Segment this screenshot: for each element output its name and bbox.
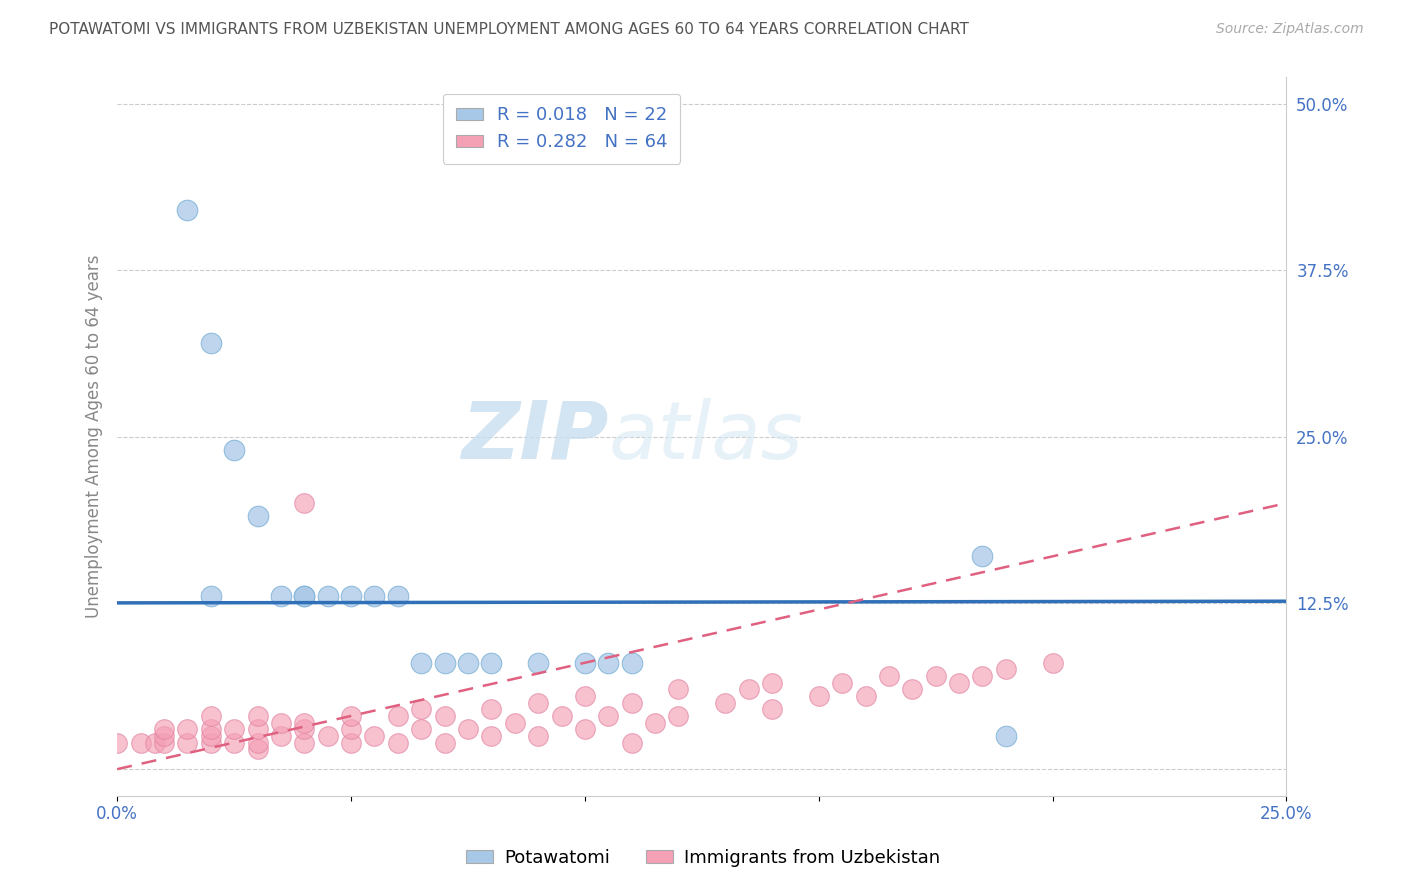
- Point: [363, 589, 385, 603]
- Point: [994, 729, 1017, 743]
- Point: [433, 735, 456, 749]
- Point: [411, 702, 433, 716]
- Point: [479, 656, 502, 670]
- Point: [153, 735, 176, 749]
- Point: [200, 589, 222, 603]
- Point: [153, 729, 176, 743]
- Point: [153, 723, 176, 737]
- Point: [292, 735, 315, 749]
- Legend: R = 0.018   N = 22, R = 0.282   N = 64: R = 0.018 N = 22, R = 0.282 N = 64: [443, 94, 681, 164]
- Point: [316, 589, 339, 603]
- Point: [807, 689, 830, 703]
- Legend: Potawatomi, Immigrants from Uzbekistan: Potawatomi, Immigrants from Uzbekistan: [458, 842, 948, 874]
- Point: [224, 723, 246, 737]
- Point: [340, 735, 363, 749]
- Point: [143, 735, 166, 749]
- Point: [527, 729, 550, 743]
- Point: [574, 723, 596, 737]
- Point: [457, 723, 479, 737]
- Point: [387, 709, 409, 723]
- Point: [714, 696, 737, 710]
- Point: [387, 589, 409, 603]
- Point: [200, 709, 222, 723]
- Point: [200, 723, 222, 737]
- Point: [292, 589, 315, 603]
- Point: [270, 729, 292, 743]
- Point: [270, 715, 292, 730]
- Point: [340, 709, 363, 723]
- Point: [129, 735, 152, 749]
- Text: ZIP: ZIP: [461, 398, 609, 475]
- Point: [1042, 656, 1064, 670]
- Point: [550, 709, 572, 723]
- Point: [246, 735, 269, 749]
- Point: [574, 689, 596, 703]
- Point: [340, 589, 363, 603]
- Point: [340, 723, 363, 737]
- Point: [270, 589, 292, 603]
- Point: [433, 656, 456, 670]
- Y-axis label: Unemployment Among Ages 60 to 64 years: Unemployment Among Ages 60 to 64 years: [86, 255, 103, 618]
- Text: Source: ZipAtlas.com: Source: ZipAtlas.com: [1216, 22, 1364, 37]
- Point: [761, 675, 783, 690]
- Point: [387, 735, 409, 749]
- Point: [479, 702, 502, 716]
- Point: [316, 729, 339, 743]
- Point: [200, 735, 222, 749]
- Point: [503, 715, 526, 730]
- Point: [176, 735, 198, 749]
- Point: [620, 735, 643, 749]
- Point: [200, 336, 222, 351]
- Point: [855, 689, 877, 703]
- Point: [200, 729, 222, 743]
- Point: [479, 729, 502, 743]
- Point: [224, 442, 246, 457]
- Point: [411, 723, 433, 737]
- Point: [972, 549, 994, 564]
- Point: [901, 682, 924, 697]
- Point: [948, 675, 970, 690]
- Point: [994, 662, 1017, 676]
- Point: [737, 682, 759, 697]
- Point: [527, 656, 550, 670]
- Point: [224, 735, 246, 749]
- Point: [877, 669, 900, 683]
- Point: [527, 696, 550, 710]
- Point: [598, 709, 620, 723]
- Point: [105, 735, 128, 749]
- Point: [644, 715, 666, 730]
- Point: [246, 742, 269, 756]
- Text: POTAWATOMI VS IMMIGRANTS FROM UZBEKISTAN UNEMPLOYMENT AMONG AGES 60 TO 64 YEARS : POTAWATOMI VS IMMIGRANTS FROM UZBEKISTAN…: [49, 22, 969, 37]
- Point: [761, 702, 783, 716]
- Point: [831, 675, 853, 690]
- Point: [411, 656, 433, 670]
- Point: [292, 589, 315, 603]
- Point: [176, 723, 198, 737]
- Point: [363, 729, 385, 743]
- Point: [292, 715, 315, 730]
- Point: [668, 682, 690, 697]
- Point: [924, 669, 946, 683]
- Point: [292, 723, 315, 737]
- Point: [176, 203, 198, 218]
- Point: [668, 709, 690, 723]
- Point: [574, 656, 596, 670]
- Point: [246, 709, 269, 723]
- Text: atlas: atlas: [609, 398, 803, 475]
- Point: [620, 696, 643, 710]
- Point: [972, 669, 994, 683]
- Point: [598, 656, 620, 670]
- Point: [292, 496, 315, 510]
- Point: [246, 509, 269, 524]
- Point: [246, 723, 269, 737]
- Point: [620, 656, 643, 670]
- Point: [433, 709, 456, 723]
- Point: [457, 656, 479, 670]
